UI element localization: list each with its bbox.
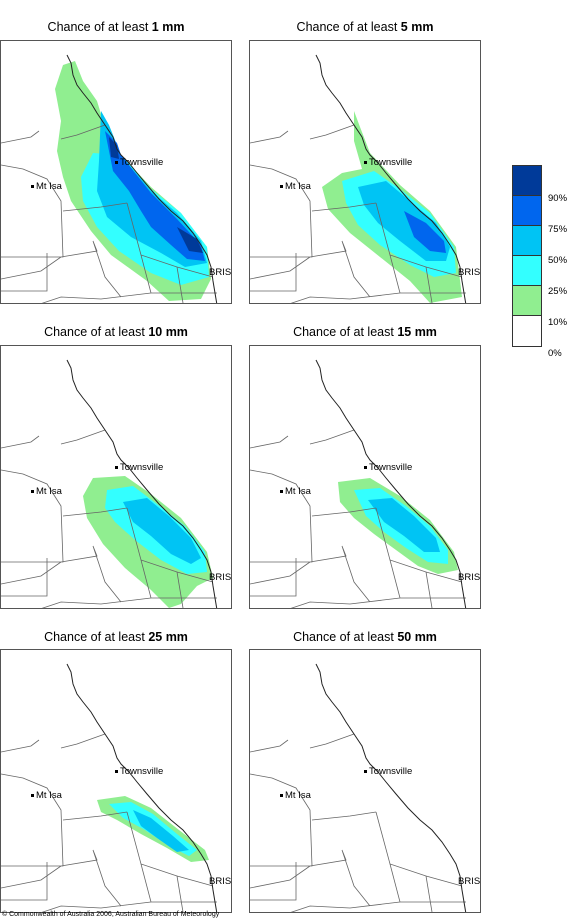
probability-legend <box>512 165 542 347</box>
district-boundaries <box>250 124 466 303</box>
map-panel-25mm: Townsville Mt Isa BRIS <box>0 649 232 913</box>
coastline <box>66 359 218 608</box>
brisbane-text: BRIS <box>209 876 232 887</box>
probability-region-2 <box>133 810 189 852</box>
panel-title-15mm: Chance of at least 15 mm <box>249 325 481 339</box>
mt-isa-label: Mt Isa <box>31 790 62 801</box>
copyright-notice: © Commonwealth of Australia 2006, Austra… <box>2 911 220 918</box>
probability-region-2 <box>123 498 201 564</box>
panel-title-1mm: Chance of at least 1 mm <box>0 20 232 34</box>
mt-isa-text: Mt Isa <box>285 486 311 497</box>
title-amount: 50 mm <box>397 630 437 644</box>
townsville-label: Townsville <box>115 462 163 473</box>
map-panel-10mm: Townsville Mt Isa BRIS <box>0 345 232 609</box>
district-boundaries <box>250 733 466 912</box>
district-boundaries <box>1 429 217 608</box>
queensland-map <box>250 663 467 912</box>
legend-swatch-0 <box>513 316 541 346</box>
title-prefix: Chance of at least <box>293 325 398 339</box>
townsville-text: Townsville <box>369 766 413 777</box>
panel-title-25mm: Chance of at least 25 mm <box>0 630 232 644</box>
brisbane-label: BRIS <box>209 572 231 583</box>
mt-isa-label: Mt Isa <box>280 181 311 192</box>
title-prefix: Chance of at least <box>296 20 401 34</box>
title-prefix: Chance of at least <box>293 630 398 644</box>
legend-swatch-50 <box>513 226 541 256</box>
queensland-map <box>1 359 218 608</box>
coastline <box>315 663 467 912</box>
mt-isa-text: Mt Isa <box>285 790 311 801</box>
coastline <box>315 54 467 303</box>
legend-colour-bar <box>512 165 542 347</box>
legend-swatch-75 <box>513 196 541 226</box>
probability-region-4 <box>109 137 203 253</box>
mt-isa-text: Mt Isa <box>36 486 62 497</box>
map-panel-15mm: Townsville Mt Isa BRIS <box>249 345 481 609</box>
title-amount: 10 mm <box>148 325 188 339</box>
district-boundaries <box>250 429 466 608</box>
mt-isa-label: Mt Isa <box>280 790 311 801</box>
brisbane-label: BRIS <box>209 876 231 887</box>
brisbane-text: BRIS <box>458 267 481 278</box>
townsville-label: Townsville <box>364 157 412 168</box>
legend-swatch-25 <box>513 256 541 286</box>
brisbane-text: BRIS <box>209 267 232 278</box>
queensland-map <box>1 54 218 303</box>
queensland-map <box>250 359 467 608</box>
legend-label-90: 90% <box>548 193 568 204</box>
brisbane-label: BRIS <box>458 572 480 583</box>
legend-label-0: 0% <box>548 348 562 359</box>
legend-label-25: 25% <box>548 286 568 297</box>
coastline <box>66 54 218 303</box>
title-prefix: Chance of at least <box>44 630 149 644</box>
title-amount: 15 mm <box>397 325 437 339</box>
brisbane-label: BRIS <box>209 267 231 278</box>
mt-isa-text: Mt Isa <box>36 181 62 192</box>
mt-isa-text: Mt Isa <box>285 181 311 192</box>
brisbane-label: BRIS <box>458 876 480 887</box>
coastline <box>315 359 467 608</box>
mt-isa-label: Mt Isa <box>31 181 62 192</box>
brisbane-text: BRIS <box>209 572 232 583</box>
title-prefix: Chance of at least <box>44 325 149 339</box>
brisbane-text: BRIS <box>458 572 481 583</box>
townsville-label: Townsville <box>364 462 412 473</box>
title-amount: 25 mm <box>148 630 188 644</box>
district-boundaries <box>1 733 217 912</box>
panel-title-10mm: Chance of at least 10 mm <box>0 325 232 339</box>
townsville-label: Townsville <box>364 766 412 777</box>
townsville-text: Townsville <box>120 462 164 473</box>
title-prefix: Chance of at least <box>47 20 152 34</box>
queensland-map <box>250 54 467 303</box>
townsville-label: Townsville <box>115 766 163 777</box>
townsville-text: Townsville <box>120 157 164 168</box>
mt-isa-text: Mt Isa <box>36 790 62 801</box>
legend-swatch-90 <box>513 166 541 196</box>
probability-region-3 <box>105 131 205 261</box>
district-boundaries <box>1 124 217 303</box>
probability-region-3 <box>404 211 446 253</box>
legend-label-10: 10% <box>548 317 568 328</box>
legend-label-50: 50% <box>548 255 568 266</box>
brisbane-text: BRIS <box>458 876 481 887</box>
panel-title-50mm: Chance of at least 50 mm <box>249 630 481 644</box>
queensland-map <box>1 663 218 912</box>
map-panel-1mm: Townsville Mt Isa BRIS <box>0 40 232 304</box>
legend-label-75: 75% <box>548 224 568 235</box>
map-panel-5mm: Townsville Mt Isa BRIS <box>249 40 481 304</box>
title-amount: 5 mm <box>400 20 434 34</box>
coastline <box>66 663 218 912</box>
map-panel-50mm: Townsville Mt Isa BRIS <box>249 649 481 913</box>
title-amount: 1 mm <box>151 20 185 34</box>
brisbane-label: BRIS <box>458 267 480 278</box>
mt-isa-label: Mt Isa <box>280 486 311 497</box>
townsville-text: Townsville <box>369 157 413 168</box>
townsville-text: Townsville <box>369 462 413 473</box>
townsville-text: Townsville <box>120 766 164 777</box>
mt-isa-label: Mt Isa <box>31 486 62 497</box>
probability-region-2 <box>368 498 440 552</box>
townsville-label: Townsville <box>115 157 163 168</box>
legend-swatch-10 <box>513 286 541 316</box>
panel-title-5mm: Chance of at least 5 mm <box>249 20 481 34</box>
